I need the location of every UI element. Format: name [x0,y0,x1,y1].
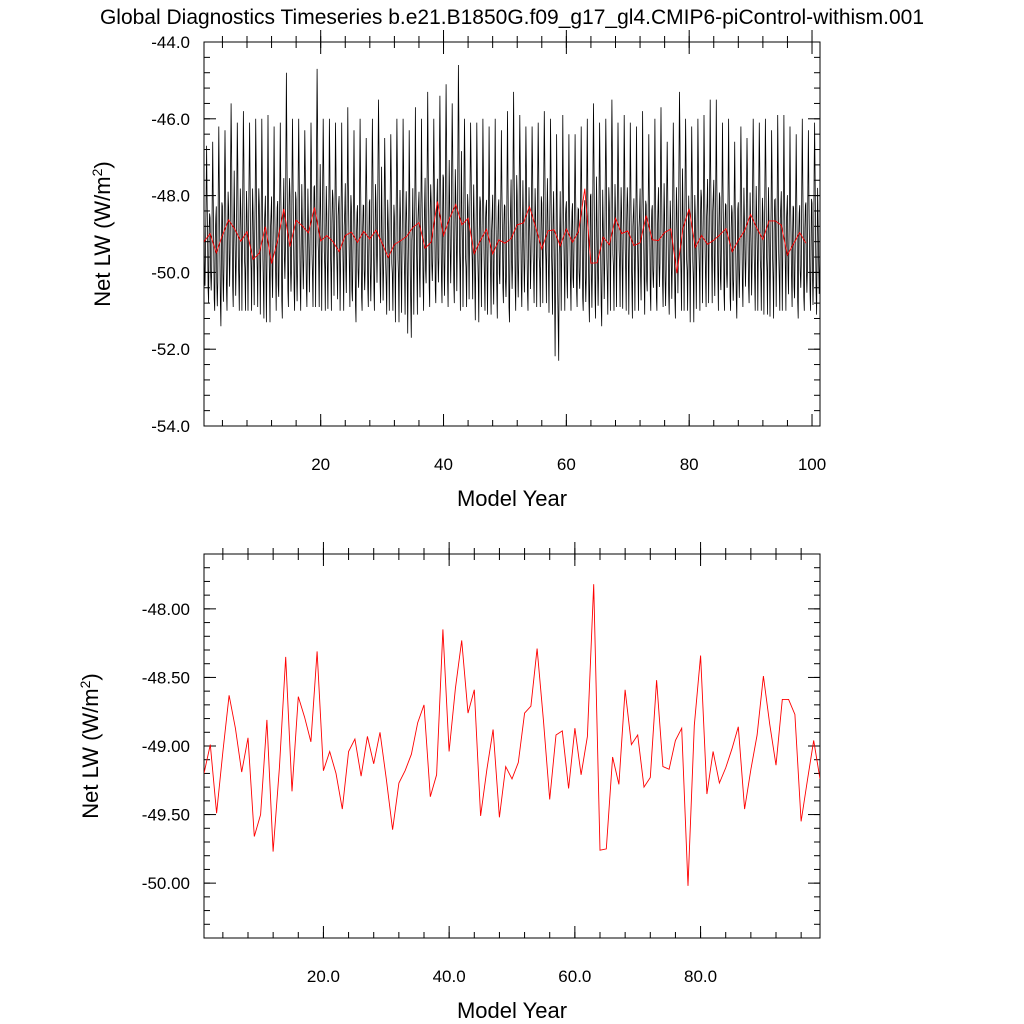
y-tick-label: -52.0 [151,340,190,359]
x-tick-label: 20.0 [307,967,340,986]
top-panel: -54.0 -52.0 -50.0 -48.0 -46.0 -44.0 20 40 60 80 10… [89,30,826,511]
plot-area [204,584,820,886]
y-axis-title-main: Net LW (W/m [78,688,103,818]
chart-title: Global Diagnostics Timeseries b.e21.B185… [100,6,924,29]
annual-series-line [204,188,807,274]
annual-series-line [204,584,820,886]
x-tick-label: 60 [557,455,576,474]
y-tick-label: -49.50 [142,806,190,825]
y-axis-title-close: ) [78,673,103,680]
y-axis-title-sup: 2 [89,168,105,176]
plot-area [204,64,820,361]
plot-frame [203,553,821,939]
monthly-series-line [204,64,820,361]
y-axis-title-close: ) [90,161,115,168]
x-tick-label: 20 [311,455,330,474]
y-tick-label: -50.00 [142,874,190,893]
bottom-panel: -50.00 -49.50 -49.00 -48.50 -48.00 20.0 40.0 60… [77,542,821,1023]
x-axis-title: Model Year [457,486,567,511]
x-tick-label: 100 [798,455,826,474]
y-tick-label: -46.0 [151,110,190,129]
y-axis-title: Net LW (W/m2) [77,673,103,818]
x-tick-label: 80.0 [684,967,717,986]
x-tick-label: 40.0 [433,967,466,986]
y-tick-label: -49.00 [142,737,190,756]
y-tick-label: -50.0 [151,263,190,282]
y-axis-title-main: Net LW (W/m [90,176,115,306]
y-tick-label: -44.0 [151,33,190,52]
y-tick-label: -54.0 [151,417,190,436]
x-tick-label: 40 [434,455,453,474]
x-tick-label: 60.0 [558,967,591,986]
y-tick-label: -48.0 [151,187,190,206]
y-axis-title-sup: 2 [77,680,93,688]
y-axis-title: Net LW (W/m2) [89,161,115,306]
y-tick-label: -48.50 [142,668,190,687]
y-tick-label: -48.00 [142,600,190,619]
x-axis-title: Model Year [457,998,567,1023]
x-tick-label: 80 [680,455,699,474]
